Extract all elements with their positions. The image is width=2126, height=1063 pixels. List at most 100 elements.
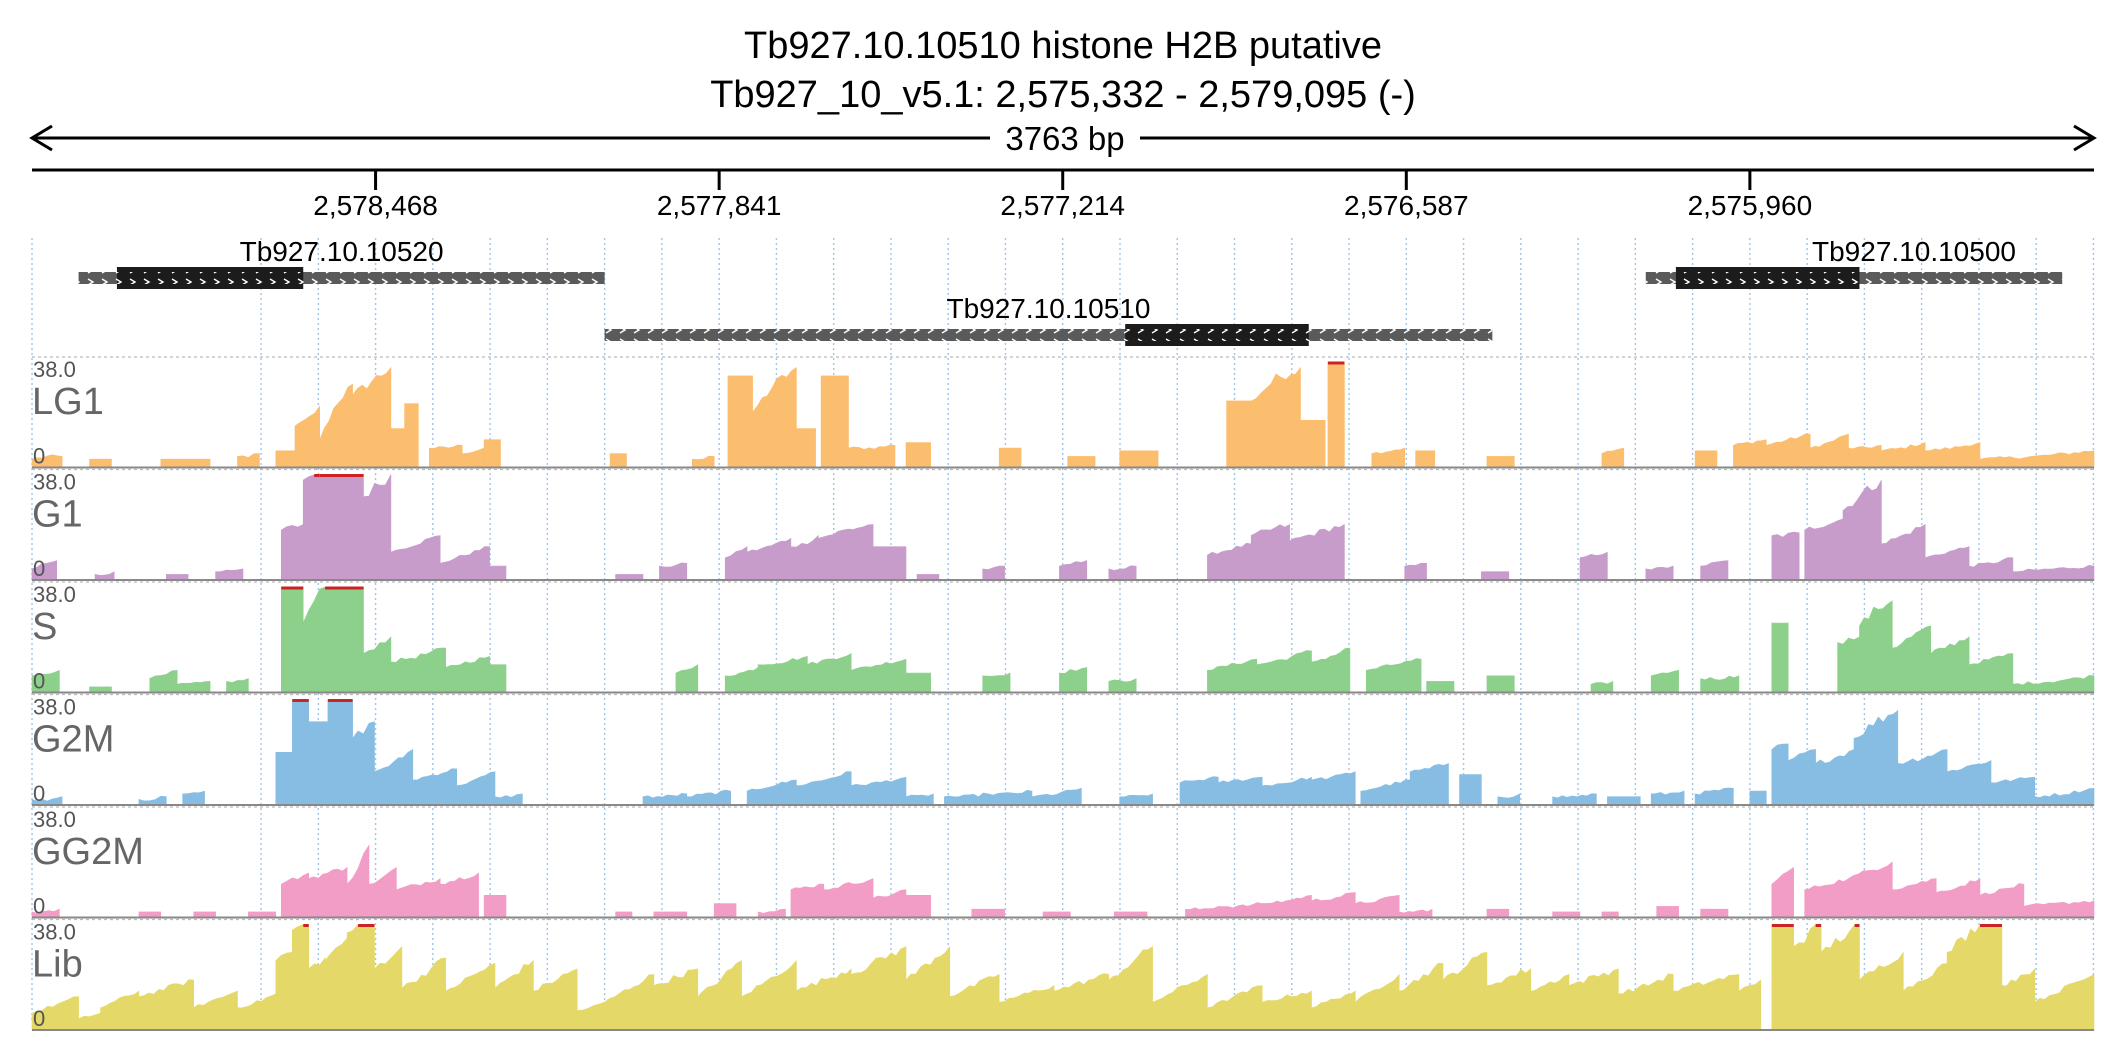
- coverage-area: [1881, 442, 1926, 468]
- coverage-area: [302, 586, 326, 693]
- coverage-area: [319, 383, 353, 468]
- coverage-area: [439, 872, 479, 918]
- length-label: 3763 bp: [1005, 120, 1124, 157]
- coverage-area: [1809, 433, 1849, 468]
- coverage-area: [1311, 892, 1356, 918]
- gene-strand-chevrons: [1645, 272, 2063, 284]
- coverage-area: [1700, 908, 1729, 918]
- coverage-area: [1409, 762, 1449, 806]
- coverage-area: [1119, 793, 1153, 806]
- coverage-area: [494, 959, 534, 1031]
- coverage-area: [850, 946, 907, 1031]
- coverage-area: [1672, 974, 1740, 1031]
- coverage-area: [796, 968, 852, 1031]
- track-name: S: [32, 606, 57, 648]
- coverage-area: [752, 367, 797, 468]
- coverage-area: [363, 474, 392, 581]
- coverage-area: [461, 447, 485, 468]
- coverage-area: [1404, 562, 1427, 581]
- coverage-area: [1042, 911, 1071, 918]
- coverage-area: [1859, 951, 1904, 1031]
- coverage-area: [404, 403, 419, 468]
- coverage-area: [1218, 776, 1263, 806]
- coverage-area: [905, 672, 932, 693]
- coverage-area: [1486, 908, 1510, 918]
- coverage-area: [1113, 911, 1148, 918]
- coverage-area: [346, 924, 375, 1031]
- coverage-area: [363, 636, 392, 693]
- gene-annotation-track: Tb927.10.10520 Tb927.10.10500 Tb927.10.105…: [78, 236, 2063, 346]
- coverage-area: [100, 990, 140, 1031]
- x-axis: 2,578,468 2,577,841 2,577,214 2,576,587 2,57…: [313, 170, 1812, 221]
- coverage-area: [872, 889, 907, 918]
- coverage-area: [89, 458, 112, 468]
- coverage-area: [368, 866, 397, 918]
- coverage-area: [1486, 456, 1515, 468]
- coverage-area: [1300, 419, 1326, 468]
- coverage-area: [1771, 924, 1794, 1031]
- coverage-area: [790, 883, 825, 918]
- coverage-area: [1108, 678, 1137, 693]
- coverage-area: [691, 455, 715, 468]
- coverage-area: [352, 721, 375, 806]
- coverage-area: [78, 1012, 101, 1031]
- coverage-area: [1749, 790, 1767, 806]
- coverage-area: [746, 537, 792, 581]
- coverage-area: [2034, 787, 2095, 806]
- coverage-area: [533, 968, 578, 1031]
- coverage-area: [741, 959, 797, 1031]
- coverage-area: [848, 444, 896, 468]
- coverage-area: [275, 951, 293, 1031]
- coverage-area: [1552, 793, 1597, 806]
- coverage-area: [1607, 796, 1641, 806]
- coverage-area: [396, 878, 441, 918]
- coverage-area: [1979, 883, 2025, 918]
- coverage-area: [1771, 866, 1794, 918]
- coverage-area: [138, 795, 167, 806]
- coverage-area: [982, 672, 1011, 693]
- coverage-area: [609, 453, 627, 468]
- track-s: 38.0S 0: [31, 581, 2095, 694]
- gene-label: Tb927.10.10500: [1812, 236, 2016, 267]
- coverage-area: [1804, 518, 1844, 581]
- coverage-area: [982, 565, 1005, 581]
- coverage-area: [412, 768, 458, 806]
- coverage-area: [1426, 681, 1455, 693]
- track-max-label: 38.0: [33, 807, 76, 832]
- coverage-area: [1366, 658, 1422, 693]
- coverage-area: [746, 779, 797, 806]
- coverage-area: [850, 658, 907, 693]
- coverage-area: [949, 974, 1000, 1031]
- coverage-area: [757, 908, 786, 918]
- coverage-area: [1371, 447, 1405, 468]
- coverage-area: [1694, 450, 1718, 468]
- coverage-area: [1481, 571, 1510, 581]
- coverage-area: [1804, 878, 1849, 918]
- track-min-label: 0: [33, 781, 45, 806]
- coverage-area: [987, 789, 1033, 806]
- coverage-area: [1979, 450, 2095, 468]
- coverage-area: [1059, 667, 1088, 693]
- coverage-area: [428, 444, 463, 468]
- coverage-area: [905, 442, 932, 468]
- coverage-area: [905, 793, 934, 806]
- coverage-area: [1497, 793, 1520, 806]
- coverage-area: [1645, 565, 1674, 581]
- coverage-area: [1618, 973, 1674, 1031]
- coverage-area: [291, 699, 310, 806]
- coverage-area: [182, 790, 205, 806]
- coverage-area: [1311, 647, 1351, 693]
- coverage-area: [653, 968, 699, 1031]
- coverage-area: [1355, 973, 1400, 1031]
- coverage-area: [138, 979, 194, 1031]
- coverage-area: [324, 586, 364, 693]
- coverage-area: [445, 962, 496, 1031]
- coverage-area: [1256, 650, 1312, 693]
- gene-label: Tb927.10.10520: [240, 236, 444, 267]
- coverage-area: [1207, 658, 1257, 693]
- coverage-area: [905, 894, 932, 918]
- track-min-label: 0: [33, 444, 45, 469]
- coverage-area: [1650, 669, 1679, 693]
- coverage-area: [456, 771, 496, 806]
